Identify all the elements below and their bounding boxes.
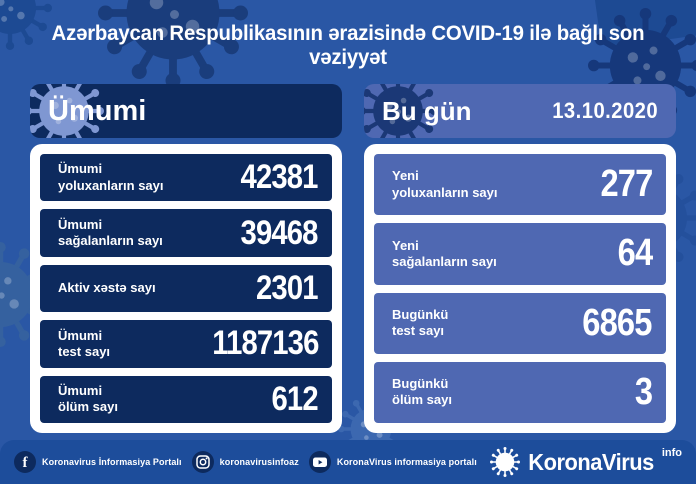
youtube-label: KoronaVirus informasiya portalı	[336, 457, 477, 467]
logo-text: KoronaVirus	[528, 448, 654, 475]
stat-row-total-recovered: Ümumi sağalanların sayı 39468	[40, 209, 332, 257]
stat-label: Ümumi ölüm sayı	[58, 383, 118, 416]
stat-label: Yeni sağalanların sayı	[392, 238, 497, 271]
stat-label: Ümumi test sayı	[58, 328, 110, 361]
stat-columns: Ümumi Ümumi yoluxanların sayı 42381 Ümum…	[30, 84, 676, 433]
report-date: 13.10.2020	[552, 98, 658, 123]
stat-label-line1: Ümumi	[58, 383, 103, 399]
stat-label-line2: sağalanların sayı	[58, 233, 163, 249]
stat-label-line1: Ümumi	[58, 216, 103, 232]
totals-panel-title: Ümumi	[48, 94, 147, 127]
youtube-icon	[308, 451, 331, 473]
page-title: Azərbaycan Respublikasının ərazisində CO…	[51, 22, 645, 69]
stat-label-line2: sağalanların sayı	[392, 253, 497, 269]
today-panel-header: Bu gün 13.10.2020	[364, 84, 676, 138]
facebook-link[interactable]: f Koronavirus İnformasiya Portalı	[14, 451, 182, 473]
stat-label: Ümumi sağalanların sayı	[58, 217, 163, 250]
stat-value: 39468	[240, 213, 319, 252]
stat-row-new-infected: Yeni yoluxanların sayı 277	[374, 154, 666, 216]
stat-label-line2: ölüm sayı	[58, 399, 118, 415]
totals-panel: Ümumi Ümumi yoluxanların sayı 42381 Ümum…	[30, 84, 342, 433]
stat-label-line1: Ümumi	[58, 161, 103, 177]
stat-label-line2: yoluxanların sayı	[392, 184, 498, 200]
stat-value: 6865	[582, 301, 653, 344]
stat-value: 277	[600, 163, 653, 206]
today-panel-title: Bu gün	[382, 95, 472, 126]
stat-label: Yeni yoluxanların sayı	[392, 168, 498, 201]
stat-label-line2: ölüm sayı	[392, 392, 452, 408]
stat-row-total-tests: Ümumi test sayı 1187136	[40, 320, 332, 368]
stat-value: 42381	[240, 158, 319, 197]
koronavirus-logo: KoronaVirus info	[490, 447, 682, 477]
facebook-label: Koronavirus İnformasiya Portalı	[42, 457, 182, 467]
stat-value: 612	[271, 379, 319, 418]
stat-label-line1: Yeni	[392, 237, 419, 253]
virus-logo-icon	[490, 447, 520, 477]
totals-card: Ümumi yoluxanların sayı 42381 Ümumi sağa…	[30, 144, 342, 433]
youtube-glyph-icon	[312, 457, 327, 467]
instagram-label: koronavirusinfoaz	[219, 457, 299, 467]
stat-label: Bugünkü ölüm sayı	[392, 376, 452, 409]
totals-panel-header: Ümumi	[30, 84, 342, 138]
stat-label-line2: test sayı	[392, 323, 445, 339]
instagram-link[interactable]: koronavirusinfoaz	[191, 451, 299, 473]
stat-label-line2: test sayı	[58, 343, 111, 359]
instagram-icon	[191, 451, 214, 473]
stat-value: 64	[617, 232, 653, 275]
stat-label: Aktiv xəstə sayı	[58, 280, 156, 296]
stat-row-today-deaths: Bugünkü ölüm sayı 3	[374, 361, 666, 423]
youtube-link[interactable]: KoronaVirus informasiya portalı	[308, 451, 477, 473]
stat-label-line1: Bugünkü	[392, 376, 449, 392]
stat-label-line1: Aktiv xəstə sayı	[58, 280, 156, 296]
today-panel: Bu gün 13.10.2020 Yeni yoluxanların sayı…	[364, 84, 676, 433]
stat-label: Ümumi yoluxanların sayı	[58, 161, 164, 194]
stat-row-total-infected: Ümumi yoluxanların sayı 42381	[40, 154, 332, 202]
stat-value: 2301	[256, 269, 318, 308]
stat-row-active-cases: Aktiv xəstə sayı 2301	[40, 264, 332, 313]
footer-bar: f Koronavirus İnformasiya Portalı korona…	[0, 440, 696, 484]
stat-row-today-tests: Bugünkü test sayı 6865	[374, 292, 666, 354]
facebook-glyph: f	[22, 455, 28, 471]
stat-row-new-recovered: Yeni sağalanların sayı 64	[374, 223, 666, 285]
stat-label-line1: Bugünkü	[392, 306, 449, 322]
logo-superscript: info	[661, 447, 682, 459]
stat-value: 1187136	[211, 324, 319, 363]
stat-label-line1: Ümumi	[58, 327, 103, 343]
stat-label-line2: yoluxanların sayı	[58, 177, 164, 193]
stat-label: Bugünkü test sayı	[392, 307, 448, 340]
today-card: Yeni yoluxanların sayı 277 Yeni sağalanl…	[364, 144, 676, 433]
stat-row-total-deaths: Ümumi ölüm sayı 612	[40, 375, 332, 424]
stat-label-line1: Yeni	[392, 168, 419, 184]
instagram-glyph-icon	[195, 455, 210, 469]
facebook-icon: f	[14, 451, 36, 473]
stat-value: 3	[634, 370, 653, 413]
